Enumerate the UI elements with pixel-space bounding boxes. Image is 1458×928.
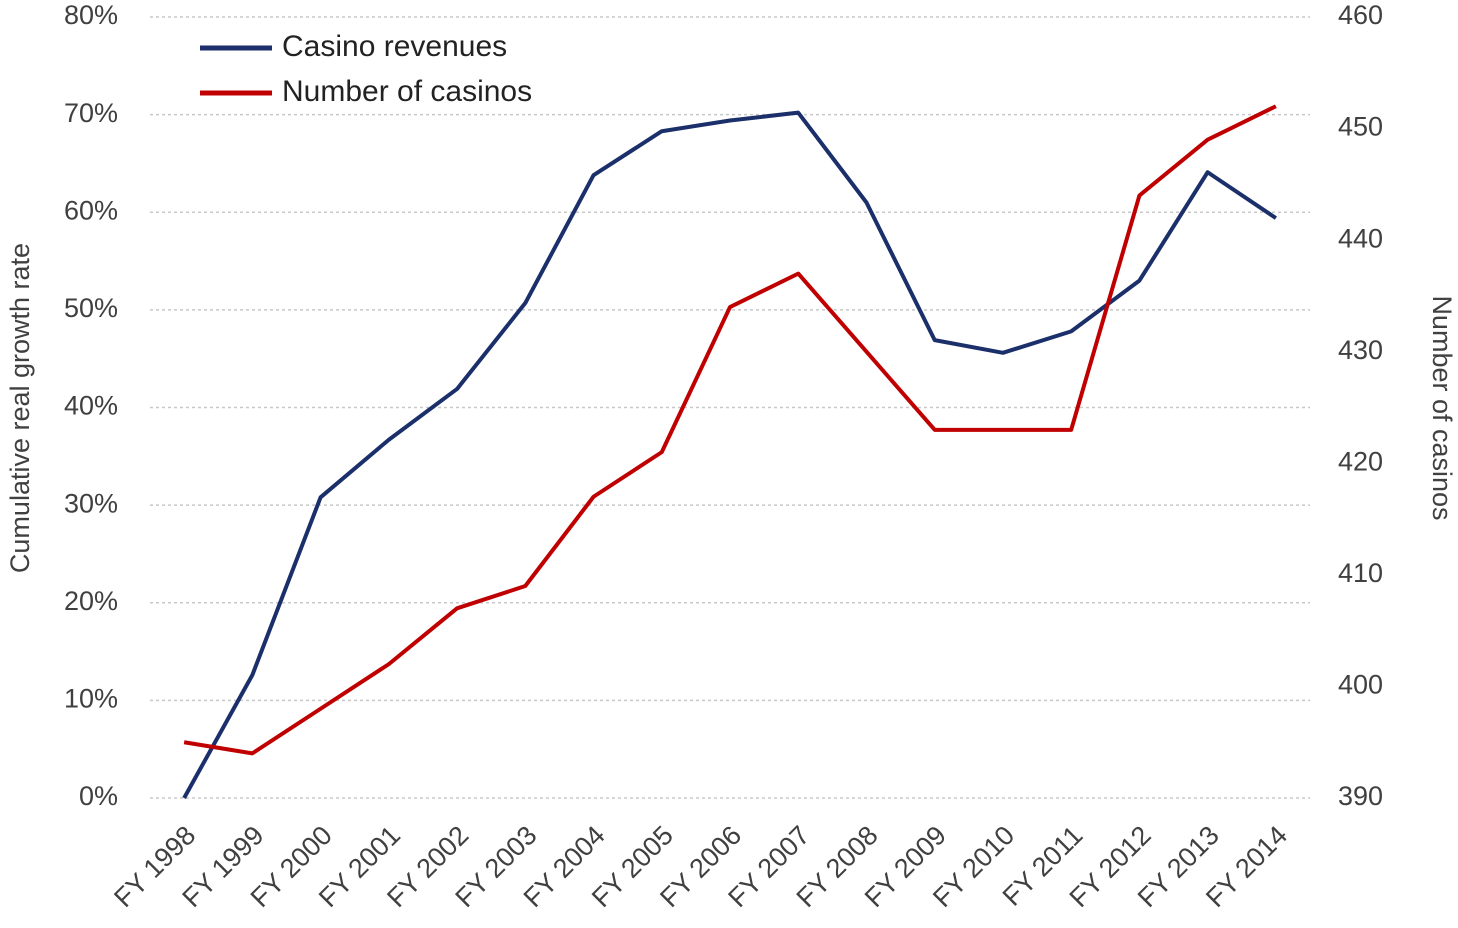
y2-tick-label: 390	[1338, 781, 1383, 811]
y-tick-label: 80%	[64, 0, 118, 30]
data-line	[183, 104, 1277, 756]
y-tick-label: 10%	[64, 684, 118, 714]
y2-tick-label: 440	[1338, 223, 1383, 253]
y2-tick-label: 430	[1338, 335, 1383, 365]
y2-axis-label: Number of casinos	[1427, 295, 1457, 520]
y2-tick-label: 410	[1338, 558, 1383, 588]
y-tick-label: 40%	[64, 391, 118, 421]
legend-label: Number of casinos	[282, 75, 532, 108]
data-line	[182, 110, 1277, 799]
y2-tick-label: 420	[1338, 446, 1383, 476]
legend-label: Casino revenues	[282, 30, 507, 63]
y-axis-label: Cumulative real growth rate	[5, 243, 35, 573]
y-tick-label: 50%	[64, 293, 118, 323]
y2-tick-label: 450	[1338, 112, 1383, 142]
y2-tick-label: 460	[1338, 0, 1383, 30]
y-tick-label: 20%	[64, 586, 118, 616]
y-tick-label: 0%	[79, 781, 118, 811]
y-tick-label: 30%	[64, 488, 118, 518]
y-tick-label: 60%	[64, 195, 118, 225]
y2-tick-label: 400	[1338, 670, 1383, 700]
y-tick-label: 70%	[64, 98, 118, 128]
